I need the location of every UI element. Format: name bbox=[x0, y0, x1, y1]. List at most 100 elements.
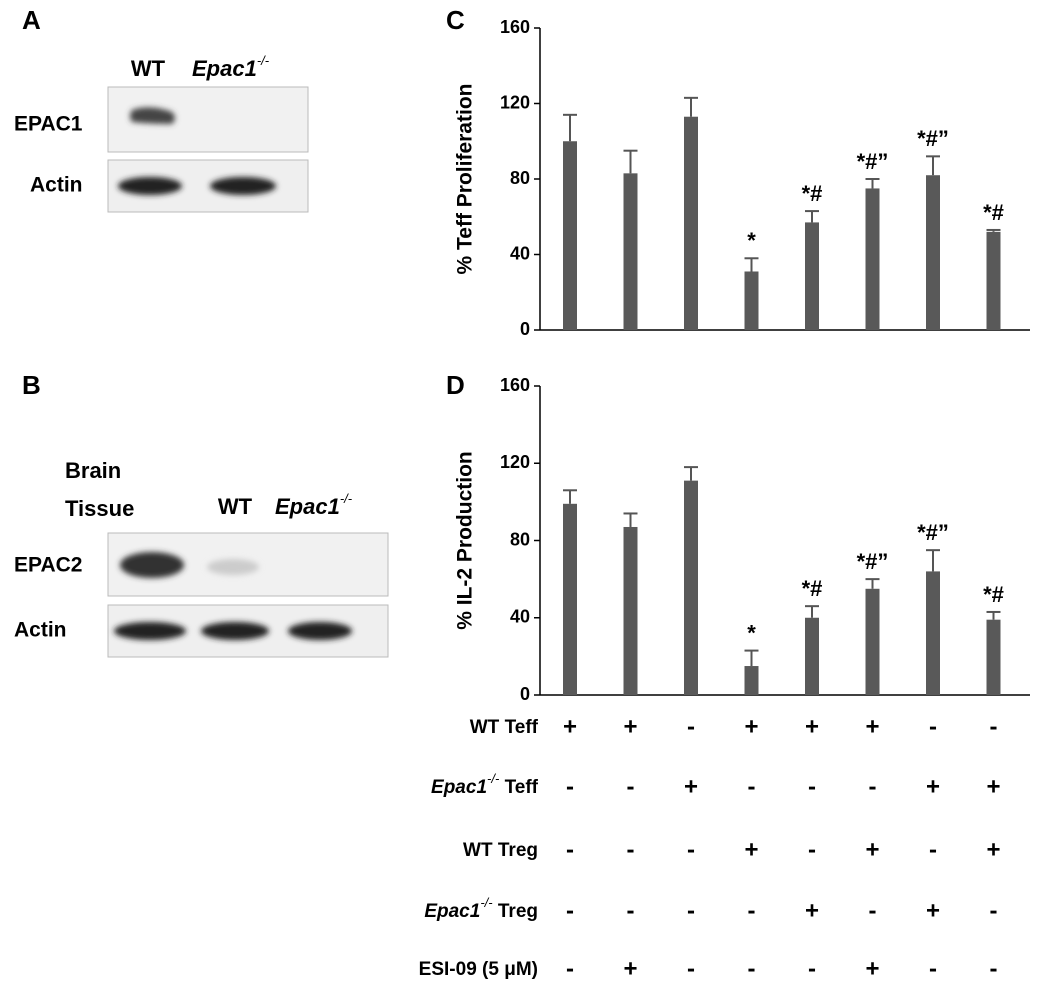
condition-mark: + bbox=[926, 897, 940, 924]
label: Epac1-/- Treg bbox=[424, 895, 538, 922]
condition-mark: + bbox=[563, 713, 577, 740]
label: Epac1-/- bbox=[192, 53, 270, 80]
condition-mark: - bbox=[748, 773, 756, 800]
bar bbox=[865, 188, 880, 330]
y-tick-label: 120 bbox=[500, 92, 530, 112]
gene-name: Epac1 bbox=[275, 494, 340, 519]
gene-name: Epac1 bbox=[431, 777, 487, 798]
axis-title: % Teff Proliferation bbox=[454, 84, 477, 275]
condition-mark: - bbox=[687, 955, 695, 982]
bar bbox=[623, 526, 638, 695]
condition-mark: - bbox=[990, 897, 998, 924]
condition-mark: + bbox=[865, 713, 879, 740]
lane-label: WT bbox=[131, 56, 166, 81]
label-text: Teff bbox=[499, 777, 538, 798]
bar bbox=[623, 173, 638, 330]
condition-label: WT Teff bbox=[470, 717, 539, 738]
y-tick-label: 0 bbox=[520, 319, 530, 339]
band bbox=[130, 107, 175, 124]
band bbox=[207, 559, 259, 575]
bar bbox=[865, 588, 880, 695]
condition-mark: - bbox=[748, 897, 756, 924]
bar bbox=[926, 571, 940, 695]
bar bbox=[805, 222, 819, 330]
y-tick-label: 160 bbox=[500, 17, 530, 37]
bar bbox=[986, 619, 1001, 695]
condition-mark: + bbox=[926, 773, 940, 800]
superscript: -/- bbox=[480, 895, 493, 910]
y-tick-label: 160 bbox=[500, 375, 530, 395]
condition-mark: - bbox=[869, 897, 877, 924]
panel-label: A bbox=[22, 5, 41, 35]
condition-mark: - bbox=[990, 955, 998, 982]
condition-mark: - bbox=[687, 713, 695, 740]
bar bbox=[563, 141, 577, 330]
condition-mark: + bbox=[744, 713, 758, 740]
condition-mark: - bbox=[566, 836, 574, 863]
band bbox=[201, 622, 269, 640]
row-label: EPAC1 bbox=[14, 113, 83, 136]
row-label: Actin bbox=[30, 174, 83, 197]
significance-label: * bbox=[747, 620, 756, 645]
significance-label: *# bbox=[802, 181, 823, 206]
panel-label: B bbox=[22, 370, 41, 400]
bar bbox=[684, 480, 698, 695]
y-tick-label: 40 bbox=[510, 243, 530, 263]
band bbox=[118, 177, 182, 195]
condition-mark: - bbox=[748, 955, 756, 982]
bar bbox=[563, 503, 577, 695]
bar bbox=[744, 271, 759, 330]
condition-mark: + bbox=[623, 955, 637, 982]
y-tick-label: 40 bbox=[510, 607, 530, 627]
condition-mark: - bbox=[627, 836, 635, 863]
gene-name: Epac1 bbox=[424, 901, 480, 922]
bar bbox=[805, 617, 819, 695]
bar bbox=[684, 116, 698, 331]
significance-label: * bbox=[747, 228, 756, 253]
condition-mark: - bbox=[808, 955, 816, 982]
condition-mark: - bbox=[929, 713, 937, 740]
band bbox=[114, 622, 186, 640]
significance-label: *# bbox=[802, 576, 823, 601]
condition-mark: + bbox=[744, 836, 758, 863]
panel-label: D bbox=[446, 370, 465, 400]
condition-mark: - bbox=[566, 773, 574, 800]
band bbox=[210, 177, 276, 195]
gene-name: Epac1 bbox=[192, 56, 257, 81]
condition-mark: + bbox=[805, 897, 819, 924]
condition-mark: - bbox=[808, 773, 816, 800]
condition-mark: - bbox=[990, 713, 998, 740]
label: Epac1-/- Teff bbox=[431, 771, 539, 798]
condition-mark: + bbox=[623, 713, 637, 740]
lane-label: Tissue bbox=[65, 496, 134, 521]
y-tick-label: 80 bbox=[510, 529, 530, 549]
y-tick-label: 120 bbox=[500, 452, 530, 472]
y-tick-label: 0 bbox=[520, 684, 530, 704]
superscript: -/- bbox=[257, 53, 270, 68]
significance-label: *# bbox=[983, 200, 1004, 225]
row-label: EPAC2 bbox=[14, 554, 82, 577]
condition-mark: - bbox=[687, 836, 695, 863]
condition-mark: + bbox=[986, 836, 1000, 863]
condition-mark: + bbox=[865, 955, 879, 982]
condition-mark: - bbox=[566, 955, 574, 982]
label: Epac1-/- bbox=[275, 491, 353, 518]
bar bbox=[744, 666, 759, 695]
bar bbox=[926, 175, 940, 330]
significance-label: *# bbox=[983, 582, 1004, 607]
band bbox=[120, 552, 184, 578]
panel-label: C bbox=[446, 5, 465, 35]
superscript: -/- bbox=[340, 491, 353, 506]
condition-mark: + bbox=[684, 773, 698, 800]
condition-mark: - bbox=[869, 773, 877, 800]
lane-label: Brain bbox=[65, 458, 121, 483]
significance-label: *#” bbox=[857, 149, 889, 174]
band bbox=[288, 622, 352, 640]
condition-mark: - bbox=[687, 897, 695, 924]
condition-label: WT Treg bbox=[463, 840, 538, 861]
condition-label: ESI-09 (5 μM) bbox=[419, 959, 538, 980]
label-text: Treg bbox=[493, 901, 538, 922]
condition-mark: - bbox=[627, 897, 635, 924]
condition-mark: - bbox=[566, 897, 574, 924]
